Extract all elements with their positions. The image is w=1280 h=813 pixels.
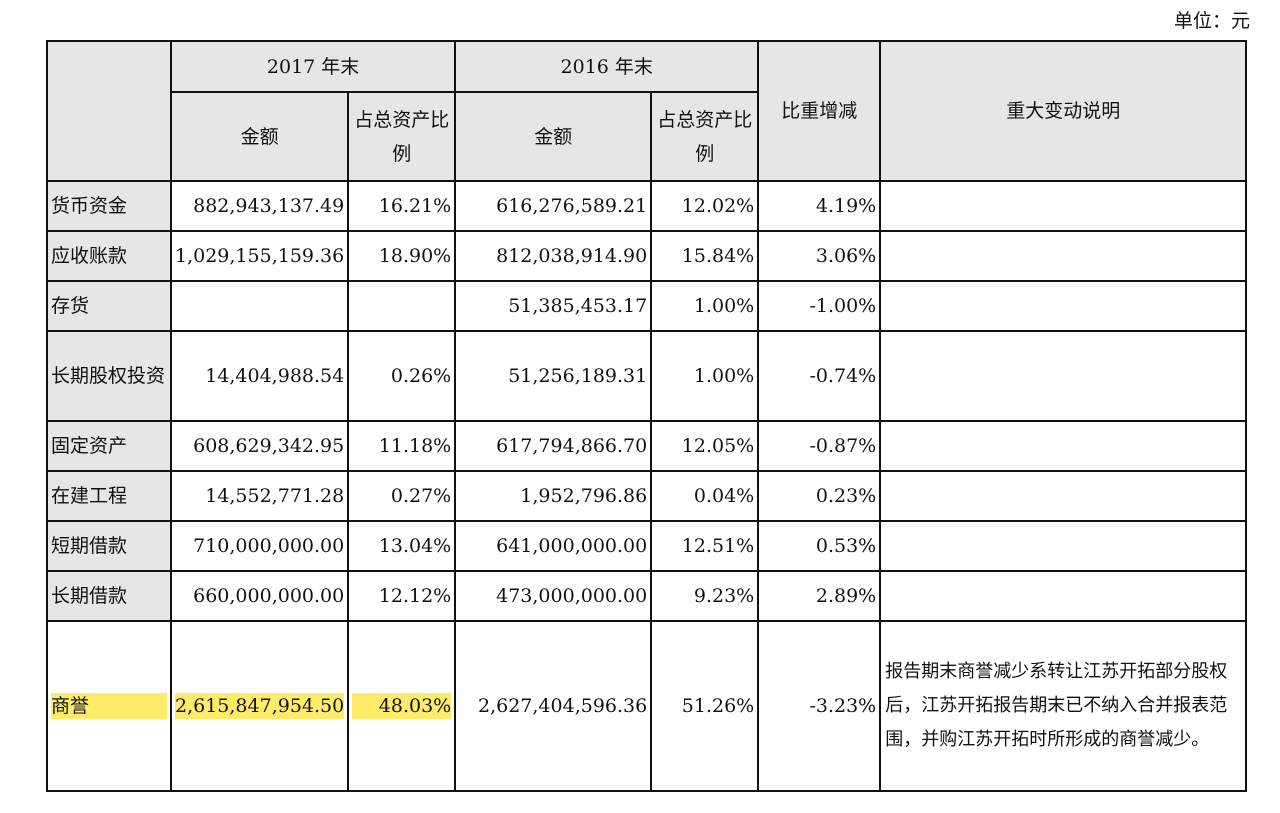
table-row: 存货 51,385,453.17 1.00% -1.00% <box>46 280 1248 332</box>
cell-r2017: 13.04% <box>347 520 457 572</box>
cell-a2017: 14,552,771.28 <box>169 470 350 522</box>
table-row: 在建工程 14,552,771.28 0.27% 1,952,796.86 0.04% 0… <box>46 470 1248 522</box>
cell-r2016: 1.00% <box>650 280 760 332</box>
cell-note <box>879 280 1248 332</box>
cell-a2016: 617,794,866.70 <box>454 420 653 472</box>
header-2016: 2016 年末 <box>454 40 760 93</box>
cell-a2017: 660,000,000.00 <box>169 570 350 622</box>
cell-r2017: 16.21% <box>347 180 457 232</box>
cell-r2016: 15.84% <box>650 230 760 282</box>
cell-r2016: 1.00% <box>650 330 760 422</box>
header-amount-2016: 金额 <box>454 91 653 182</box>
cell-a2016: 641,000,000.00 <box>454 520 653 572</box>
cell-note <box>879 330 1248 422</box>
cell-change: -1.00% <box>757 280 882 332</box>
cell-r2017: 12.12% <box>347 570 457 622</box>
unit-label: 单位：元 <box>1173 10 1250 32</box>
cell-r2017: 11.18% <box>347 420 457 472</box>
cell-change: 2.89% <box>757 570 882 622</box>
cell-change: -0.74% <box>757 330 882 422</box>
table-row: 商誉 2,615,847,954.50 48.03% 2,627,404,596.36… <box>46 620 1248 792</box>
cell-item: 在建工程 <box>46 470 172 522</box>
cell-a2016: 51,385,453.17 <box>454 280 653 332</box>
cell-change: -3.23% <box>757 620 882 792</box>
cell-r2016: 12.51% <box>650 520 760 572</box>
cell-note <box>879 470 1248 522</box>
cell-item: 应收账款 <box>46 230 172 282</box>
table-row: 短期借款 710,000,000.00 13.04% 641,000,000.00 12… <box>46 520 1248 572</box>
cell-a2016: 1,952,796.86 <box>454 470 653 522</box>
cell-r2016: 51.26% <box>650 620 760 792</box>
table-row: 长期借款 660,000,000.00 12.12% 473,000,000.00 9.… <box>46 570 1248 622</box>
asset-change-table: 2017 年末 2016 年末 比重增减 重大变动说明 金额 占总资产比例 金额… <box>46 40 1248 792</box>
cell-a2016: 2,627,404,596.36 <box>454 620 653 792</box>
cell-r2016: 9.23% <box>650 570 760 622</box>
cell-change: 0.23% <box>757 470 882 522</box>
cell-r2016: 12.05% <box>650 420 760 472</box>
cell-change: 4.19% <box>757 180 882 232</box>
header-ratio-2017: 占总资产比例 <box>347 91 457 182</box>
cell-item: 货币资金 <box>46 180 172 232</box>
cell-note <box>879 230 1248 282</box>
highlight: 48.03% <box>352 693 452 719</box>
cell-change: 3.06% <box>757 230 882 282</box>
cell-a2017: 882,943,137.49 <box>169 180 350 232</box>
cell-note: 报告期末商誉减少系转让江苏开拓部分股权后，江苏开拓报告期末已不纳入合并报表范围，… <box>879 620 1248 792</box>
header-2017: 2017 年末 <box>169 40 457 93</box>
cell-change: 0.53% <box>757 520 882 572</box>
header-item <box>46 40 172 182</box>
cell-a2017: 2,615,847,954.50 <box>169 620 350 792</box>
header-ratio-2016: 占总资产比例 <box>650 91 760 182</box>
table-row: 固定资产 608,629,342.95 11.18% 617,794,866.70 12… <box>46 420 1248 472</box>
cell-a2017: 1,029,155,159.36 <box>169 230 350 282</box>
cell-r2017: 18.90% <box>347 230 457 282</box>
cell-note <box>879 570 1248 622</box>
header-amount-2017: 金额 <box>169 91 350 182</box>
cell-a2017: 710,000,000.00 <box>169 520 350 572</box>
cell-item: 商誉 <box>46 620 172 792</box>
cell-r2017: 0.26% <box>347 330 457 422</box>
cell-note <box>879 520 1248 572</box>
cell-a2016: 51,256,189.31 <box>454 330 653 422</box>
cell-r2017 <box>347 280 457 332</box>
cell-a2017: 14,404,988.54 <box>169 330 350 422</box>
cell-note <box>879 180 1248 232</box>
cell-note <box>879 420 1248 472</box>
cell-a2017: 608,629,342.95 <box>169 420 350 472</box>
cell-a2016: 473,000,000.00 <box>454 570 653 622</box>
table-row: 应收账款 1,029,155,159.36 18.90% 812,038,914.90… <box>46 230 1248 282</box>
cell-a2016: 812,038,914.90 <box>454 230 653 282</box>
table-row: 长期股权投资 14,404,988.54 0.26% 51,256,189.31 1.0… <box>46 330 1248 422</box>
cell-r2016: 0.04% <box>650 470 760 522</box>
cell-a2017 <box>169 280 350 332</box>
cell-item: 短期借款 <box>46 520 172 572</box>
cell-item: 长期股权投资 <box>46 330 172 422</box>
highlight: 2,615,847,954.50 <box>175 693 345 719</box>
header-change: 比重增减 <box>757 40 882 182</box>
table-row: 货币资金 882,943,137.49 16.21% 616,276,589.21 12… <box>46 180 1248 232</box>
cell-item: 固定资产 <box>46 420 172 472</box>
cell-a2016: 616,276,589.21 <box>454 180 653 232</box>
header-note: 重大变动说明 <box>879 40 1248 182</box>
cell-r2017: 0.27% <box>347 470 457 522</box>
cell-r2016: 12.02% <box>650 180 760 232</box>
highlight: 商誉 <box>51 693 167 719</box>
cell-item: 存货 <box>46 280 172 332</box>
cell-item: 长期借款 <box>46 570 172 622</box>
cell-r2017: 48.03% <box>347 620 457 792</box>
cell-change: -0.87% <box>757 420 882 472</box>
